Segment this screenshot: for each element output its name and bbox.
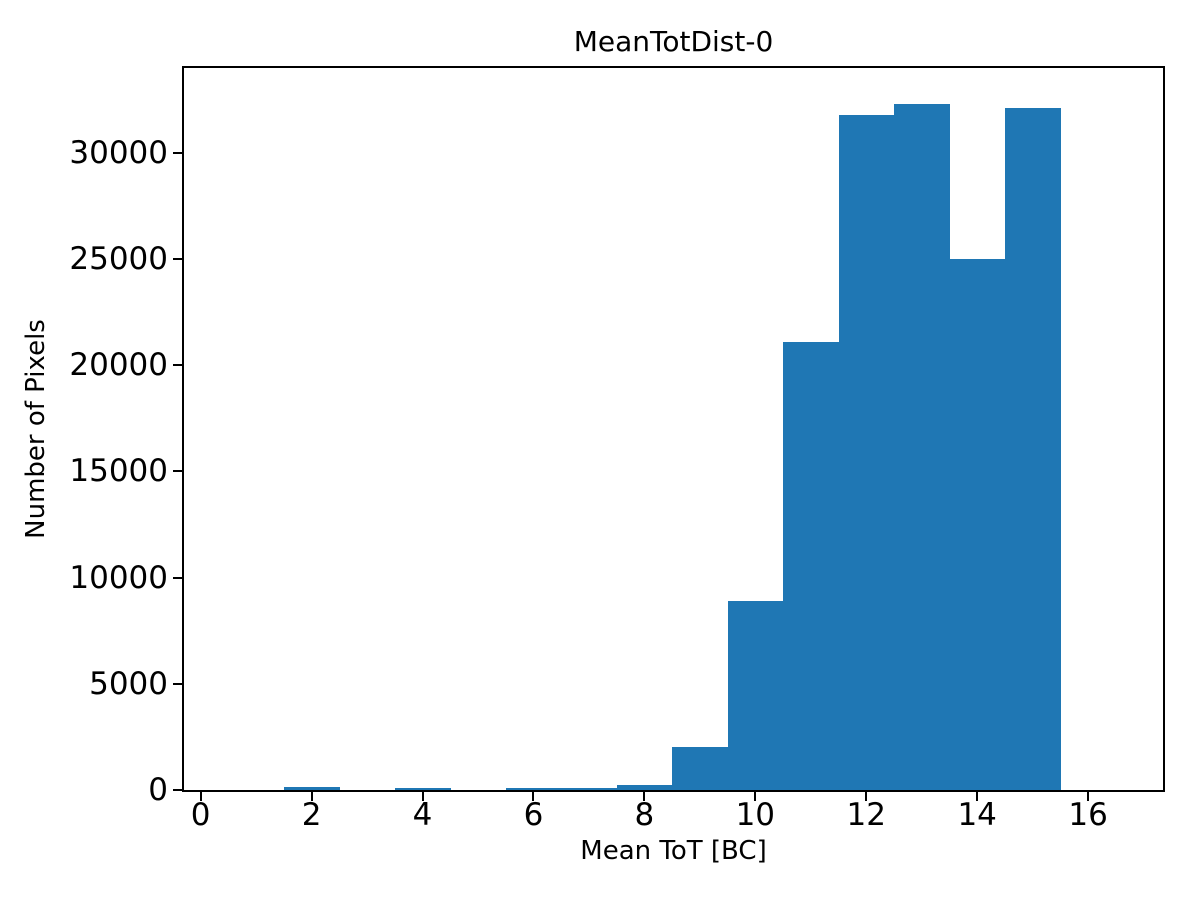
x-tick-label: 8 xyxy=(634,797,655,833)
y-tick-label: 0 xyxy=(148,772,168,808)
y-tick-mark xyxy=(173,576,182,579)
x-tick-mark xyxy=(865,792,868,801)
x-tick-label: 16 xyxy=(1068,797,1108,833)
y-tick-label: 15000 xyxy=(69,453,168,490)
x-tick-label: 2 xyxy=(301,797,322,833)
histogram-bar xyxy=(949,259,1006,790)
y-tick-label: 20000 xyxy=(69,347,168,384)
histogram-bar xyxy=(561,787,618,790)
histogram-bar xyxy=(893,104,950,790)
x-tick-label: 6 xyxy=(523,797,544,833)
histogram-bar xyxy=(838,114,895,790)
y-tick-mark xyxy=(173,151,182,154)
x-tick-label: 0 xyxy=(190,797,211,833)
histogram-bar xyxy=(394,788,451,790)
y-tick-mark xyxy=(173,364,182,367)
x-tick-mark xyxy=(532,792,535,801)
x-tick-label: 12 xyxy=(846,797,886,833)
x-tick-mark xyxy=(199,792,202,801)
y-tick-mark xyxy=(173,470,182,473)
y-tick-label: 10000 xyxy=(69,559,168,596)
histogram-bar xyxy=(283,787,340,790)
histogram-bar xyxy=(1004,108,1061,790)
y-tick-label: 5000 xyxy=(89,665,168,702)
x-tick-mark xyxy=(754,792,757,801)
plot-area xyxy=(182,66,1165,792)
x-tick-mark xyxy=(310,792,313,801)
y-tick-label: 25000 xyxy=(69,241,168,278)
histogram-bar xyxy=(616,785,673,790)
x-tick-mark xyxy=(421,792,424,801)
x-tick-label: 14 xyxy=(957,797,997,833)
x-tick-mark xyxy=(643,792,646,801)
histogram-bar xyxy=(727,601,784,790)
y-tick-mark xyxy=(173,682,182,685)
x-tick-mark xyxy=(976,792,979,801)
histogram-bar xyxy=(505,787,562,790)
x-tick-label: 4 xyxy=(412,797,433,833)
y-tick-mark xyxy=(173,258,182,261)
x-tick-mark xyxy=(1087,792,1090,801)
chart-title: MeanTotDist-0 xyxy=(573,25,774,58)
histogram-bar xyxy=(672,746,729,790)
y-tick-label: 30000 xyxy=(69,134,168,171)
x-axis-label: Mean ToT [BC] xyxy=(580,836,767,866)
x-tick-label: 10 xyxy=(735,797,776,833)
histogram-bar xyxy=(783,341,839,790)
y-tick-mark xyxy=(173,789,182,791)
